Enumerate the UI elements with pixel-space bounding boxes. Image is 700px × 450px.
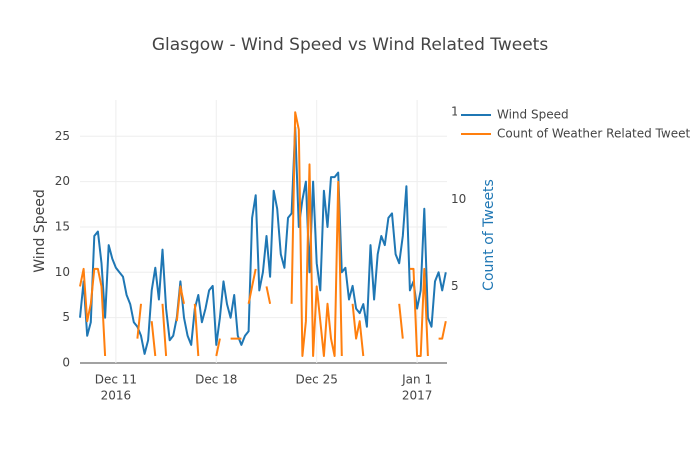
legend-label: Wind Speed	[497, 108, 569, 122]
chart-title: Glasgow - Wind Speed vs Wind Related Twe…	[152, 35, 549, 55]
y-axis-title: Wind Speed	[32, 189, 48, 273]
series-line	[79, 111, 447, 357]
y2-axis-title: Count of Tweets	[481, 179, 497, 291]
legend: Wind Speed Count of Weather Related Tweet	[457, 105, 700, 145]
y-tick-label: 20	[55, 174, 70, 188]
y-tick-label: 25	[55, 129, 70, 143]
legend-background	[457, 105, 700, 145]
series-line	[79, 126, 447, 355]
x-tick-label: Jan 1	[401, 373, 432, 387]
y-tick-label: 5	[62, 310, 70, 324]
y-tick-label: 15	[55, 219, 70, 233]
x-tick-label: Dec 11	[95, 373, 137, 387]
x-tick-label: 2016	[101, 389, 132, 403]
x-tick-label: 2017	[402, 389, 433, 403]
y2-tick-label: 5	[451, 279, 459, 293]
legend-label: Count of Weather Related Tweet	[497, 127, 690, 141]
y-tick-label: 0	[62, 356, 70, 370]
y2-tick-label: 10	[451, 192, 466, 206]
x-tick-label: Dec 18	[195, 373, 237, 387]
x-tick-label: Dec 25	[296, 373, 338, 387]
y-tick-label: 10	[55, 265, 70, 279]
